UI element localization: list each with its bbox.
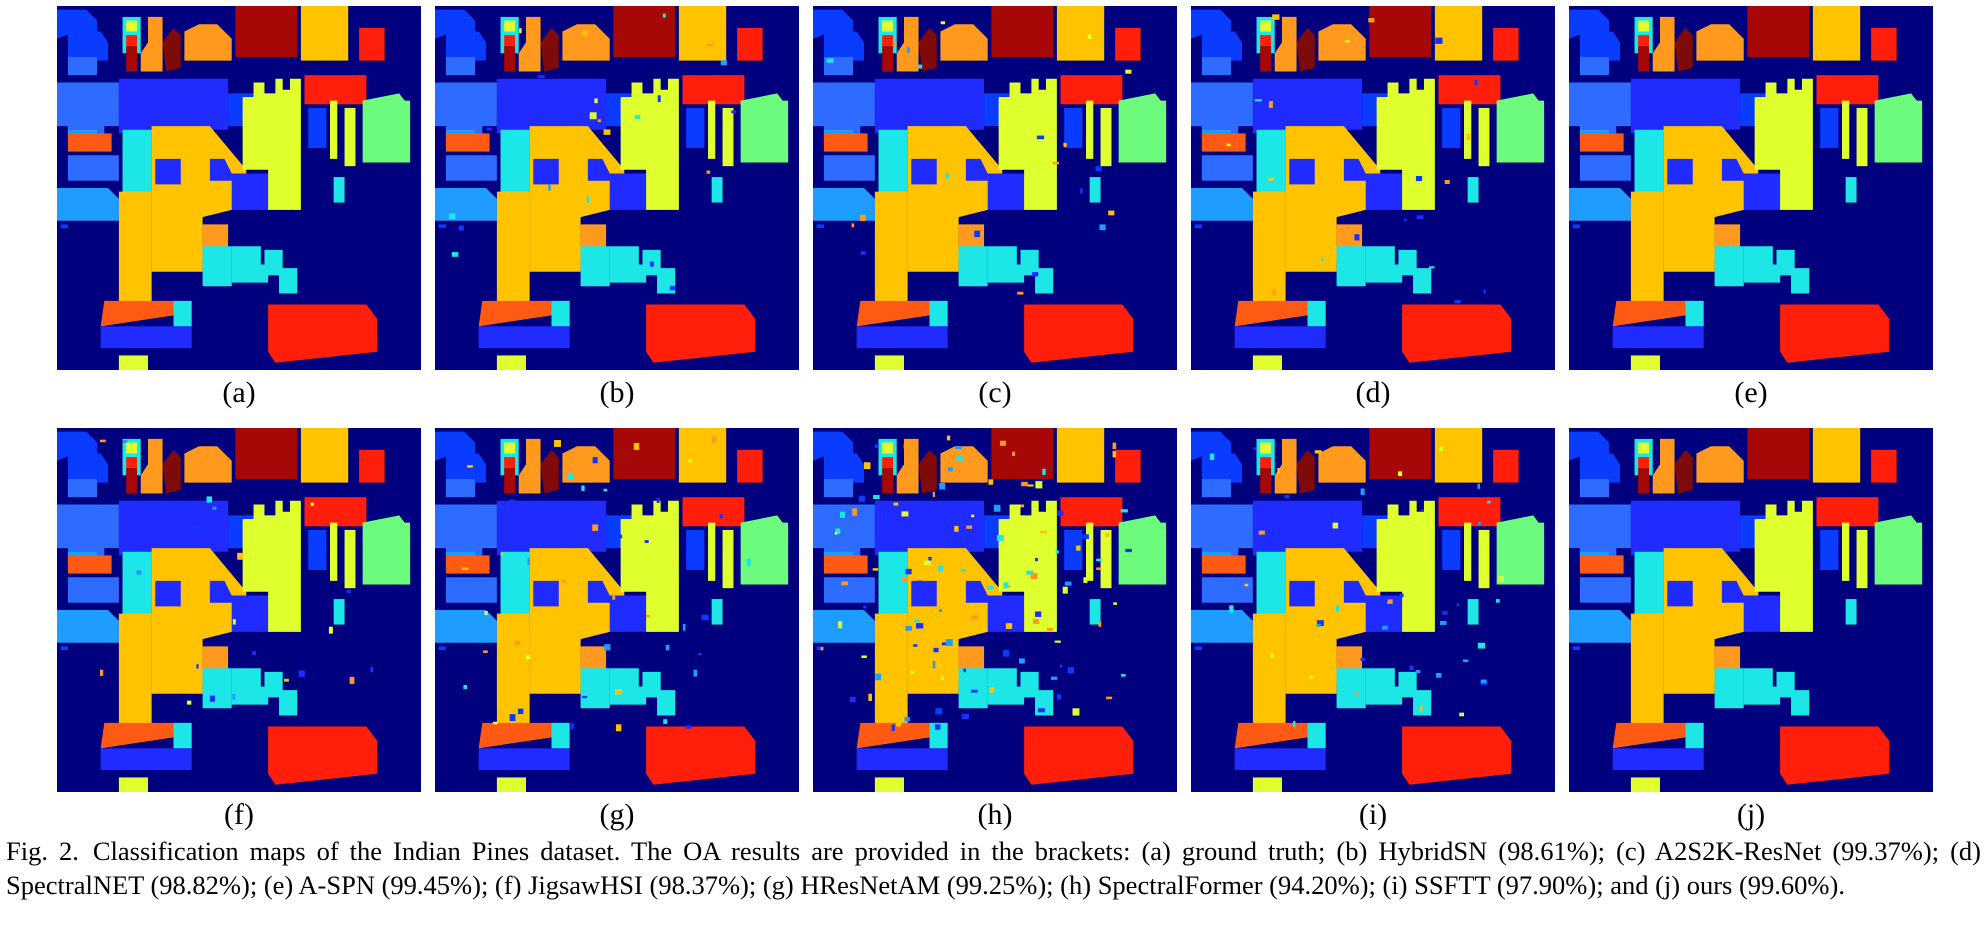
map-image <box>1191 6 1555 370</box>
classification-map-2 <box>435 6 799 370</box>
classification-map-7 <box>435 428 799 792</box>
classification-map-6 <box>57 428 421 792</box>
panel-label-1: (a) <box>222 376 256 409</box>
map-image <box>435 428 799 792</box>
classification-map-4 <box>1191 6 1555 370</box>
map-image <box>1569 428 1933 792</box>
caption-number: Fig. 2. <box>6 836 79 866</box>
panel-label-6: (f) <box>224 798 254 831</box>
panel-label-2: (b) <box>599 376 635 409</box>
map-image <box>57 428 421 792</box>
classification-map-9 <box>1191 428 1555 792</box>
panel-label-3: (c) <box>978 376 1012 409</box>
classification-map-10 <box>1569 428 1933 792</box>
panel-label-10: (j) <box>1736 798 1766 831</box>
classification-map-5 <box>1569 6 1933 370</box>
classification-map-1 <box>57 6 421 370</box>
panel-label-8: (h) <box>977 798 1013 831</box>
panel-label-7: (g) <box>599 798 635 831</box>
panel-label-9: (i) <box>1358 798 1388 831</box>
classification-map-3 <box>813 6 1177 370</box>
classification-map-8 <box>813 428 1177 792</box>
map-image <box>813 428 1177 792</box>
map-image <box>1191 428 1555 792</box>
figure-caption: Fig. 2. Classification maps of the Indian… <box>6 834 1981 902</box>
map-image <box>435 6 799 370</box>
panel-label-4: (d) <box>1355 376 1391 409</box>
map-image <box>1569 6 1933 370</box>
caption-text: Classification maps of the Indian Pines … <box>6 836 1981 900</box>
map-image <box>813 6 1177 370</box>
map-image <box>57 6 421 370</box>
panel-label-5: (e) <box>1734 376 1768 409</box>
